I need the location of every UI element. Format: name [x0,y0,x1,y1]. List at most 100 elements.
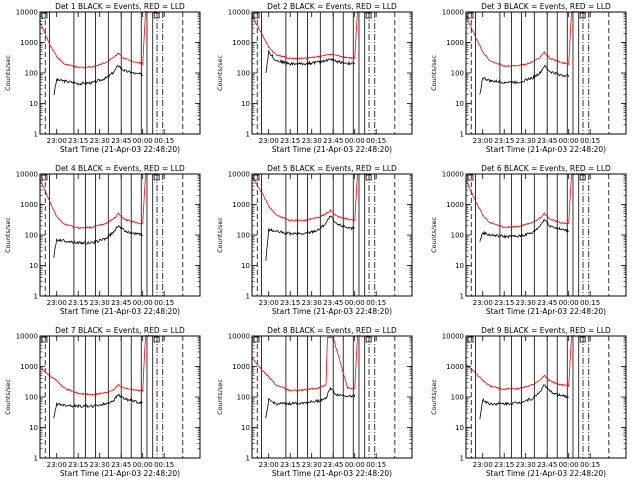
panel-title: Det 6 BLACK = Events, RED = LLD [481,164,611,173]
x-axis-label: Start Time (21-Apr-03 22:48:20) [486,307,606,316]
x-tick-label: 23:45 [537,137,557,145]
axes-frame [465,11,627,135]
x-tick-label: 23:15 [280,137,300,145]
corner-marker [153,336,160,343]
axes-frame [39,11,201,135]
y-tick-label: 1000 [446,363,464,371]
corner-marker [467,336,474,343]
y-tick-label: 10 [29,100,38,108]
y-tick-label: 10000 [228,171,250,179]
axes-frame [251,173,413,297]
x-tick-label: 00:15 [154,137,174,145]
y-tick-label: 1 [246,131,250,139]
y-tick-label: 1 [34,455,38,463]
series-lld-line [465,334,584,391]
chart-panel-4: Det 4 BLACK = Events, RED = LLD 1 10 100 100… [4,164,201,316]
x-tick-label: 23:00 [259,299,279,307]
x-tick-label: 23:00 [47,461,67,469]
x-axis-label: Start Time (21-Apr-03 22:48:20) [60,307,180,316]
x-tick-label: 00:15 [580,299,600,307]
x-tick-label: 23:30 [302,137,322,145]
y-tick-label: 1000 [446,39,464,47]
chart-panel-8: Det 8 BLACK = Events, RED = LLD 1 10 100 100… [216,326,413,478]
y-tick-label: 100 [25,70,38,78]
x-tick-label: 23:15 [280,299,300,307]
y-tick-label: 100 [237,394,250,402]
corner-marker [253,12,260,19]
y-tick-label: 1 [460,131,464,139]
corner-marker [41,174,48,181]
series-events-line [265,386,356,418]
series-events-line [53,225,143,258]
corner-marker [153,174,160,181]
series-events-line [479,64,570,94]
x-tick-label: 00:00 [345,461,365,469]
y-tick-label: 1000 [20,363,38,371]
x-tick-label: 23:30 [516,137,536,145]
y-tick-label: 1000 [232,39,250,47]
x-tick-label: 23:30 [90,299,110,307]
corner-marker [467,12,474,19]
x-tick-label: 00:00 [559,461,579,469]
x-tick-label: 00:00 [133,461,153,469]
y-tick-label: 10 [241,262,250,270]
y-tick-label: 10000 [442,171,464,179]
y-tick-label: 1000 [20,201,38,209]
x-axis-label: Start Time (21-Apr-03 22:48:20) [272,469,392,478]
series-lld-line [465,10,584,68]
corner-marker [579,174,586,181]
corner-marker [365,174,372,181]
x-tick-label: 23:15 [280,461,300,469]
y-tick-label: 10 [455,262,464,270]
panel-title: Det 8 BLACK = Events, RED = LLD [267,326,397,335]
x-tick-label: 23:30 [302,461,322,469]
y-axis-label: Counts/sec [430,217,438,253]
axes-frame [251,335,413,459]
panel-title: Det 9 BLACK = Events, RED = LLD [481,326,611,335]
chart-panel-1: Det 1 BLACK = Events, RED = LLD 1 10 100 100… [4,2,201,154]
y-axis-label: Counts/sec [4,55,12,91]
y-tick-label: 1 [460,455,464,463]
y-tick-label: 1000 [20,39,38,47]
axes-frame [465,335,627,459]
y-tick-label: 10 [29,262,38,270]
x-tick-label: 23:00 [473,137,493,145]
chart-panel-2: Det 2 BLACK = Events, RED = LLD 1 10 100 100… [216,2,413,154]
x-tick-label: 23:15 [68,461,88,469]
corner-marker [365,336,372,343]
x-tick-label: 23:00 [47,299,67,307]
x-tick-label: 23:00 [473,461,493,469]
y-tick-label: 10 [29,424,38,432]
panel-title: Det 1 BLACK = Events, RED = LLD [55,2,185,11]
x-axis-label: Start Time (21-Apr-03 22:48:20) [272,307,392,316]
chart-panel-7: Det 7 BLACK = Events, RED = LLD 1 10 100 100… [4,326,201,478]
series-events-line [53,393,143,418]
x-tick-label: 23:30 [90,137,110,145]
x-tick-label: 23:30 [90,461,110,469]
x-tick-label: 23:45 [111,299,131,307]
y-tick-label: 10 [455,100,464,108]
x-tick-label: 23:30 [516,299,536,307]
y-tick-label: 10000 [16,333,38,341]
chart-panel-3: Det 3 BLACK = Events, RED = LLD 1 10 100 100… [430,2,627,154]
corner-marker [41,12,48,19]
y-tick-label: 1 [246,293,250,301]
y-axis-label: Counts/sec [216,217,224,253]
series-events-line [265,50,356,73]
x-tick-label: 23:30 [302,299,322,307]
x-tick-label: 23:00 [259,137,279,145]
y-tick-label: 100 [25,232,38,240]
x-tick-label: 00:00 [345,137,365,145]
x-tick-label: 23:30 [516,461,536,469]
y-tick-label: 100 [451,394,464,402]
y-tick-label: 100 [451,232,464,240]
corner-marker [253,174,260,181]
chart-panel-9: Det 9 BLACK = Events, RED = LLD 1 10 100 100… [430,326,627,478]
y-tick-label: 100 [25,394,38,402]
x-tick-label: 00:15 [366,299,386,307]
x-axis-label: Start Time (21-Apr-03 22:48:20) [60,145,180,154]
x-tick-label: 23:15 [68,137,88,145]
y-tick-label: 10 [241,424,250,432]
corner-marker [41,336,48,343]
